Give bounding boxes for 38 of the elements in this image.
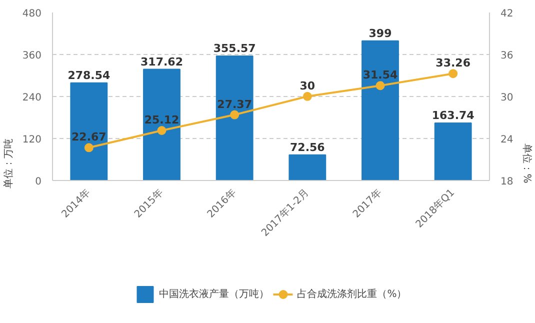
data-label: 355.57 [213,42,256,55]
point [376,81,385,90]
point [448,69,458,78]
y-tick-label: 480 [22,8,42,20]
data-label: 27.37 [217,98,252,111]
y2-tick-label: 18 [500,176,514,188]
point [230,110,240,120]
bar [288,154,326,181]
data-label: 163.74 [432,109,475,122]
y2-axis-title: 单位：% [521,144,534,184]
y-tick-label: 120 [22,134,42,146]
data-label: 22.67 [72,130,106,144]
bar [434,122,472,181]
y2-tick-label: 42 [500,8,514,20]
bar [143,68,180,181]
y2-tick-label: 30 [500,92,514,104]
point [157,126,166,135]
y-tick-label: 0 [35,176,42,188]
point [84,143,94,152]
data-label: 399 [368,26,392,40]
bar [216,55,254,181]
bar [70,82,108,181]
data-label: 33.26 [436,56,471,70]
data-label: 278.54 [68,68,110,82]
data-label: 30 [300,79,316,92]
y-axis-title: 单位：万吨 [2,138,14,188]
y-tick-label: 360 [22,50,42,62]
y2-tick-label: 24 [500,134,514,146]
y-tick-label: 240 [22,92,42,104]
legend-label: 占合成洗涤剂比重（%） [297,288,407,301]
y2-tick-label: 36 [500,50,514,62]
data-label: 25.12 [144,114,180,127]
bar [362,40,399,181]
data-label: 72.56 [290,140,326,154]
legend-label: 中国洗衣液产量（万吨） [159,288,270,301]
data-label: 317.62 [140,55,183,68]
data-label: 31.54 [362,68,398,82]
point [302,92,312,101]
